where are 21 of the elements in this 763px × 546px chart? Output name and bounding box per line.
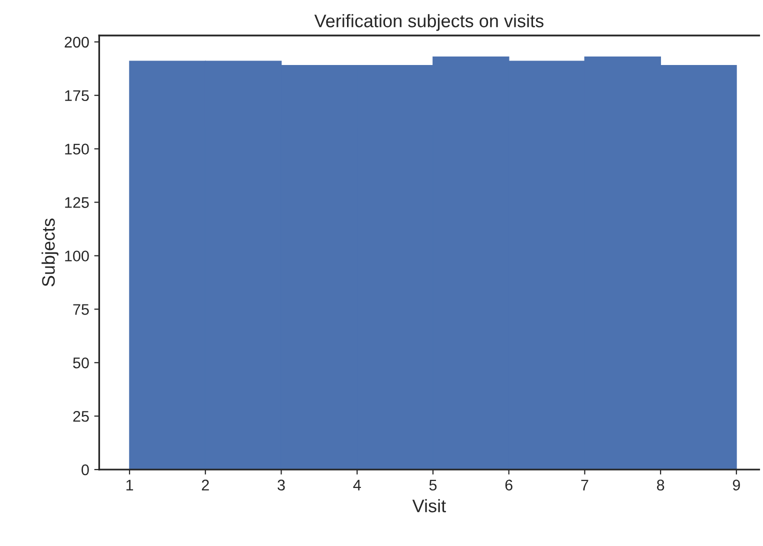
y-tick-label: 25 bbox=[73, 410, 89, 422]
y-tick-label: 200 bbox=[64, 36, 89, 48]
y-tick-label: 175 bbox=[65, 90, 89, 102]
y-tick-label: 100 bbox=[65, 250, 89, 262]
y-tick-label: 150 bbox=[65, 144, 89, 155]
x-tick-label: 8 bbox=[656, 480, 664, 491]
y-tick-label: 0 bbox=[82, 464, 89, 476]
x-tick-label: 3 bbox=[278, 480, 285, 491]
x-tick-label: 7 bbox=[581, 480, 588, 490]
y-tick-label: 50 bbox=[73, 358, 89, 368]
x-tick-label: 5 bbox=[429, 480, 437, 491]
y-tick-label: 125 bbox=[65, 197, 89, 208]
x-axis-title: Visit bbox=[412, 499, 446, 512]
x-tick-label: 1 bbox=[126, 480, 134, 490]
x-tick-label: 4 bbox=[353, 480, 361, 490]
chart-title: Verification subjects on visits bbox=[314, 14, 544, 31]
y-axis-title: Subjects bbox=[42, 218, 58, 286]
x-tick-label: 6 bbox=[505, 480, 512, 491]
y-tick-label: 75 bbox=[73, 304, 89, 315]
x-tick-label: 9 bbox=[732, 480, 740, 491]
x-tick-label: 2 bbox=[202, 480, 209, 490]
